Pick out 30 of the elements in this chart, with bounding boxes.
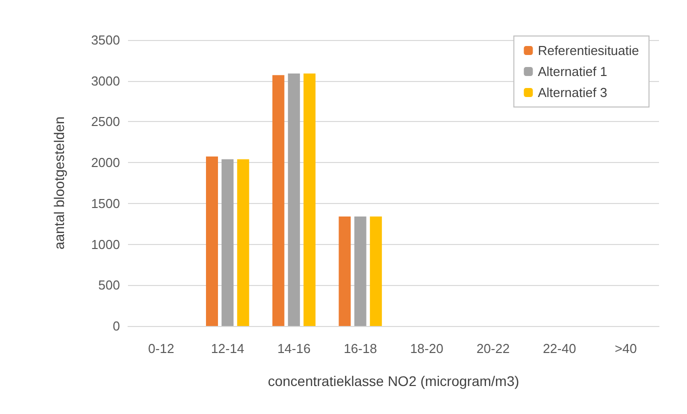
bar <box>370 216 382 326</box>
x-tick-label: >40 <box>614 341 637 356</box>
x-tick-label: 22-40 <box>542 341 576 356</box>
legend-label: Alternatief 1 <box>538 64 608 79</box>
bar <box>222 159 234 326</box>
x-axis-title: concentratieklasse NO2 (microgram/m3) <box>268 373 520 389</box>
y-tick-label: 3000 <box>91 73 120 88</box>
bar <box>206 156 218 326</box>
y-tick-label: 0 <box>112 318 120 334</box>
x-tick-label: 0-12 <box>148 341 174 356</box>
x-tick-label: 16-18 <box>344 341 377 356</box>
y-tick-label: 2500 <box>91 114 120 130</box>
y-tick-label: 2000 <box>91 155 120 170</box>
y-axis-title: aantal blootgestelden <box>51 116 67 250</box>
x-tick-label: 20-22 <box>476 341 510 356</box>
legend-label: Referentiesituatie <box>538 43 640 58</box>
y-tick-label: 1000 <box>91 236 120 252</box>
bar <box>237 159 250 326</box>
x-tick-label: 14-16 <box>277 341 311 356</box>
bar <box>272 75 284 326</box>
y-tick-label: 3500 <box>91 32 120 48</box>
bar <box>288 74 300 326</box>
y-tick-label: 1500 <box>91 196 120 211</box>
bar <box>338 216 351 326</box>
bar <box>354 216 366 326</box>
x-tick-label: 18-20 <box>410 341 444 356</box>
y-tick-label: 500 <box>98 278 120 293</box>
x-tick-label: 12-14 <box>210 341 244 356</box>
bar <box>304 74 316 326</box>
legend-label: Alternatief 3 <box>538 85 608 100</box>
